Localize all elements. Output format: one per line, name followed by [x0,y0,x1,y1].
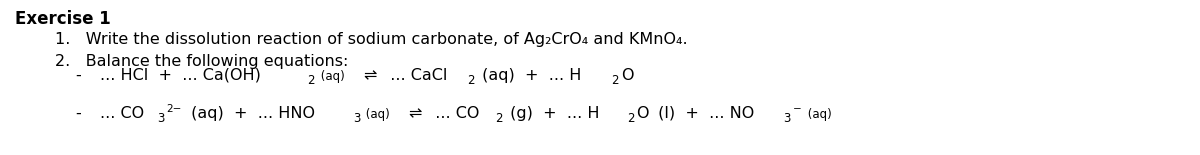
Text: O: O [636,106,649,121]
Text: (aq)  +  ... HNO: (aq) + ... HNO [186,106,316,121]
Text: 2: 2 [626,112,635,125]
Text: 2.   Balance the following equations:: 2. Balance the following equations: [55,54,348,69]
Text: (l)  +  ... NO: (l) + ... NO [653,106,754,121]
Text: (aq): (aq) [362,108,397,121]
Text: O: O [620,68,634,83]
Text: 2: 2 [307,74,316,87]
Text: ... CO: ... CO [425,106,479,121]
Text: 1.   Write the dissolution reaction of sodium carbonate, of Ag₂CrO₄ and KMnO₄.: 1. Write the dissolution reaction of sod… [55,32,688,47]
Text: ⇌: ⇌ [362,68,376,83]
Text: 2−: 2− [167,104,182,114]
Text: ... CO: ... CO [100,106,144,121]
Text: (aq)  +  ... H: (aq) + ... H [476,68,581,83]
Text: ... CaCl: ... CaCl [380,68,448,83]
Text: -: - [74,106,80,121]
Text: 3: 3 [784,112,791,125]
Text: 3: 3 [157,112,164,125]
Text: -: - [74,68,80,83]
Text: ⇌: ⇌ [408,106,421,121]
Text: 2: 2 [467,74,474,87]
Text: −: − [793,104,802,114]
Text: (aq): (aq) [317,70,353,83]
Text: 3: 3 [353,112,360,125]
Text: ... HCl  +  ... Ca(OH): ... HCl + ... Ca(OH) [100,68,260,83]
Text: Exercise 1: Exercise 1 [14,10,110,28]
Text: (g)  +  ... H: (g) + ... H [505,106,599,121]
Text: (aq): (aq) [804,108,832,121]
Text: 2: 2 [611,74,619,87]
Text: 2: 2 [496,112,503,125]
